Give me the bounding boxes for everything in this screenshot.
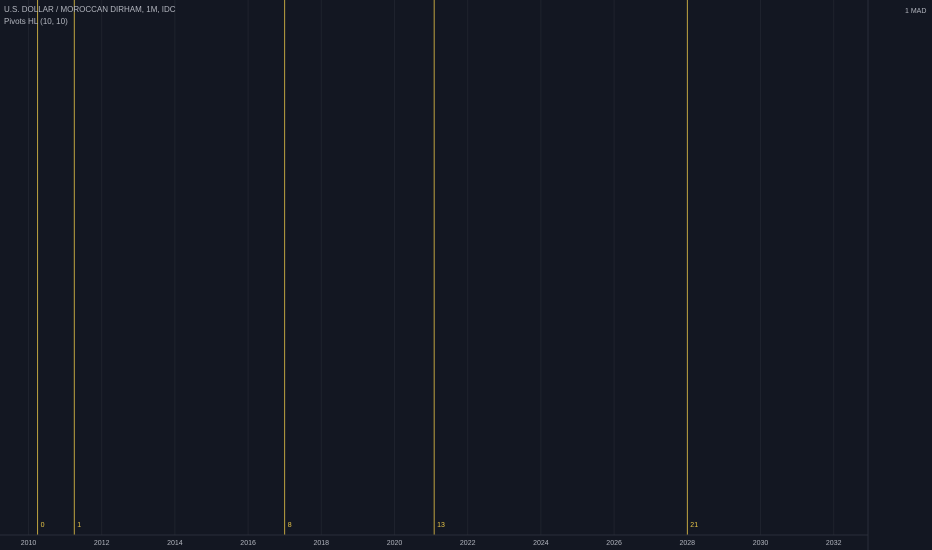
fib-time-label-0: 0 <box>41 522 45 529</box>
fib-time-lines: 0 1 8 13 21 <box>37 0 698 535</box>
fib-time-label-13: 13 <box>437 522 445 529</box>
x-tick-label: 2010 <box>21 540 37 547</box>
x-tick-label: 2020 <box>387 540 403 547</box>
x-tick-label: 2018 <box>314 540 330 547</box>
y-unit-label: 1 MAD <box>905 8 926 15</box>
fib-time-label-1: 1 <box>77 522 81 529</box>
fib-time-label-8: 8 <box>288 522 292 529</box>
x-tick-label: 2024 <box>533 540 549 547</box>
x-tick-label: 2028 <box>680 540 696 547</box>
indicator-label[interactable]: Pivots HL (10, 10) <box>4 17 68 26</box>
x-tick-label: 2032 <box>826 540 842 547</box>
x-tick-label: 2030 <box>753 540 769 547</box>
x-tick-label: 2022 <box>460 540 476 547</box>
x-tick-label: 2016 <box>240 540 256 547</box>
x-tick-label: 2014 <box>167 540 183 547</box>
x-tick-label: 2012 <box>94 540 110 547</box>
fib-time-label-21: 21 <box>690 522 698 529</box>
chart-title: U.S. DOLLAR / MOROCCAN DIRHAM, 1M, IDC <box>4 5 176 14</box>
x-tick-label: 2026 <box>606 540 622 547</box>
